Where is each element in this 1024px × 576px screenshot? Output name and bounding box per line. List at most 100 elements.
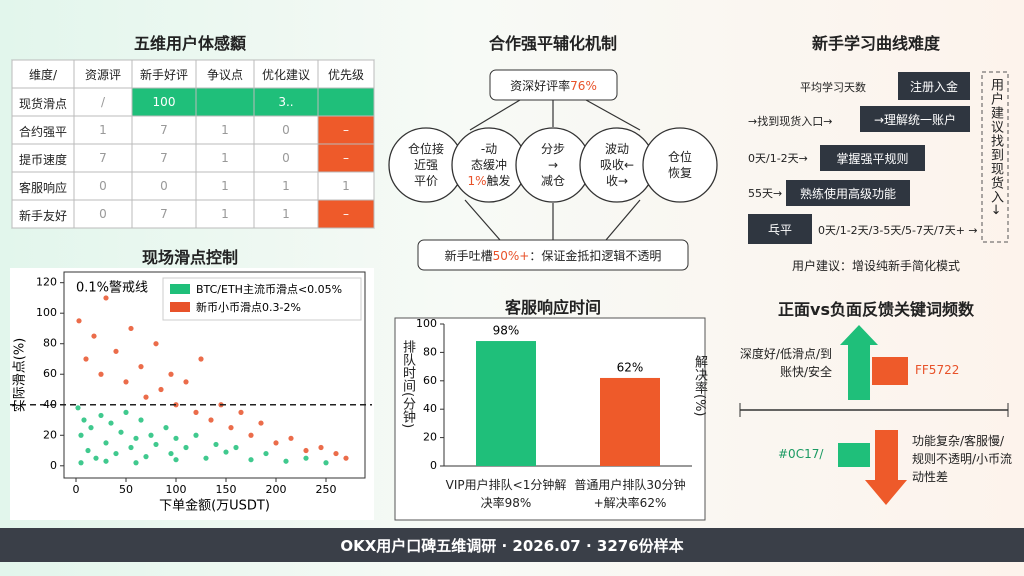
point [133,460,139,466]
table-cell: 7 [160,207,168,221]
legend-label: 新币小币滑点0.3-2% [196,300,301,314]
table-cell: – [343,123,349,137]
cell-fill [318,116,374,144]
flow-bottom: 新手吐槽50%+：保证金抵扣逻辑不透明 [418,247,688,264]
point [93,455,99,461]
keywords-tag: FF5722 [915,363,960,377]
x-tick-label: 150 [216,483,237,496]
point [123,409,129,415]
flow-line: → [518,157,588,173]
legend-swatch [170,302,190,312]
point [123,379,129,385]
flow-line: 波动 [582,141,652,157]
text-run: 触发 [486,174,511,188]
point [193,409,199,415]
point [258,420,264,426]
step-box [748,214,812,244]
point [193,432,199,438]
point [88,425,94,431]
flow-line: 仓位接 [391,141,461,157]
panel-title: 客服响应时间 [504,298,601,317]
cell-fill [254,88,318,116]
table-cell: – [343,207,349,221]
footer-bar [0,528,1024,562]
point [303,447,309,454]
flow-connectors [464,99,641,241]
text-run: 仓位接 [407,142,444,156]
point [208,417,214,423]
point [128,325,134,332]
side-note: 用户建议找到现货入→ [988,78,1003,216]
text-run: -动 [480,142,498,156]
point [98,412,104,419]
text-run: ：保证金抵扣逻辑不透明 [529,249,662,263]
point [143,454,149,460]
table-header: 优先级 [327,68,364,82]
legend-box [162,277,362,321]
point [103,440,109,446]
cell-fill [132,88,196,116]
keywords-tag: #0C17/ [778,447,824,461]
table-cell: 现货滑点 [18,97,67,111]
text-run: 分步 [540,142,565,156]
keywords-negative: 功能复杂/客服慢/规则不透明/小币流动性差 [912,434,1013,484]
up-arrow [840,325,878,400]
table-cell: 7 [160,151,168,165]
panel-title: 现场滑点控制 [141,248,238,267]
text-run: → [547,158,559,172]
flow-circle-text: -动 态缓冲 1%触发 [454,141,524,189]
panel-title: 正面vs负面反馈关键词频数 [778,300,974,319]
y-tick-label: 80 [43,337,57,350]
point [78,432,84,438]
step-label: 注册入金 [909,80,958,94]
table-cell: 1 [342,179,350,193]
point [323,460,329,466]
point [248,432,254,438]
legend-swatch [170,284,190,294]
x-tick-label: 0 [73,483,80,496]
point [148,432,154,438]
point [76,318,82,324]
point [108,420,114,426]
flow-line: 收→ [582,173,652,189]
point [153,341,159,347]
y-tick-label: 120 [36,276,57,289]
step-caption: 0天/1-2天→ [748,152,808,165]
y-tick-label: 0 [50,459,57,472]
panel-title: 合作强平辅化机制 [488,34,617,53]
table-cell: – [343,151,349,165]
flow-line: 1%触发 [454,173,524,189]
point [113,450,119,457]
point [238,409,244,415]
point [198,356,204,362]
step-box [786,180,910,206]
step-caption: 0天/1-2天/3-5天/5-7天/7天+ → [818,224,978,237]
table-cell: / [100,95,106,109]
keywords-positive: 深度好/低滑点/到账快/安全 [739,347,832,379]
flow-bottom-box [417,239,689,271]
point [173,435,179,441]
x-tick-label: 200 [266,483,287,496]
step-label: 掌握强平规则 [836,152,909,166]
text-run: 吸收← [599,158,635,172]
point [283,458,289,464]
legend-label: BTC/ETH主流币滑点<0.05% [196,282,342,296]
point [168,450,174,457]
step-caption: 55天→ [748,187,783,200]
point [143,394,149,400]
y-axis-label: 排队时间(分钟) [400,340,415,429]
x-tick-label: 50 [119,483,133,496]
point [83,356,89,362]
cell-fill [318,88,374,116]
point [78,460,84,466]
table-cell: 1 [221,207,229,221]
point [203,455,209,461]
y-tick-label: 0 [430,459,437,472]
point [263,450,269,457]
text-run: 平价 [413,174,438,188]
table-header: 优化建议 [261,68,310,82]
table-cell: 0 [160,179,168,193]
text-run: 50%+ [492,249,530,263]
step-caption: 平均学习天数 [800,81,866,94]
